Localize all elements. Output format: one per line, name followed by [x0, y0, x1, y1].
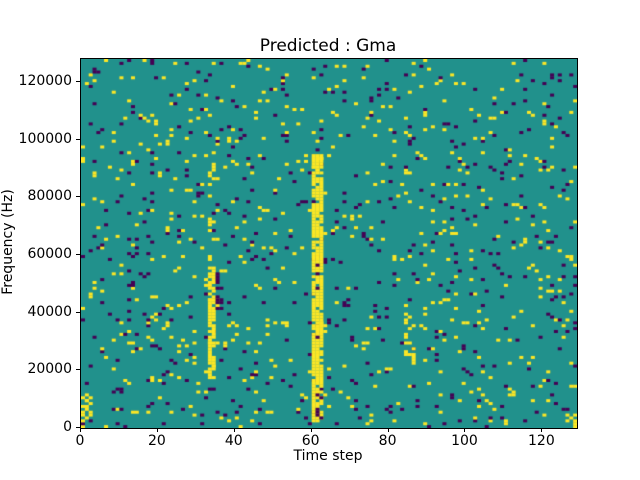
x-tick-label: 60	[301, 433, 320, 449]
y-axis-label: Frequency (Hz)	[0, 189, 16, 295]
plot-area	[80, 58, 578, 429]
y-tick-label: 0	[63, 419, 72, 435]
x-tick-label: 20	[147, 433, 166, 449]
heatmap-canvas	[81, 59, 577, 428]
y-tick-label: 100000	[18, 130, 72, 147]
x-tick-label: 120	[528, 433, 555, 449]
x-tick-label: 100	[451, 433, 478, 449]
x-tick-label: 80	[378, 433, 397, 449]
x-axis-label: Time step	[293, 448, 363, 464]
y-tick-label: 40000	[27, 303, 72, 320]
x-tick-label: 0	[75, 433, 85, 449]
x-tick-label: 40	[224, 433, 243, 449]
chart-title: Predicted : Gma	[259, 36, 397, 56]
y-tick-label: 120000	[18, 73, 72, 90]
y-tick-label: 20000	[27, 361, 72, 378]
